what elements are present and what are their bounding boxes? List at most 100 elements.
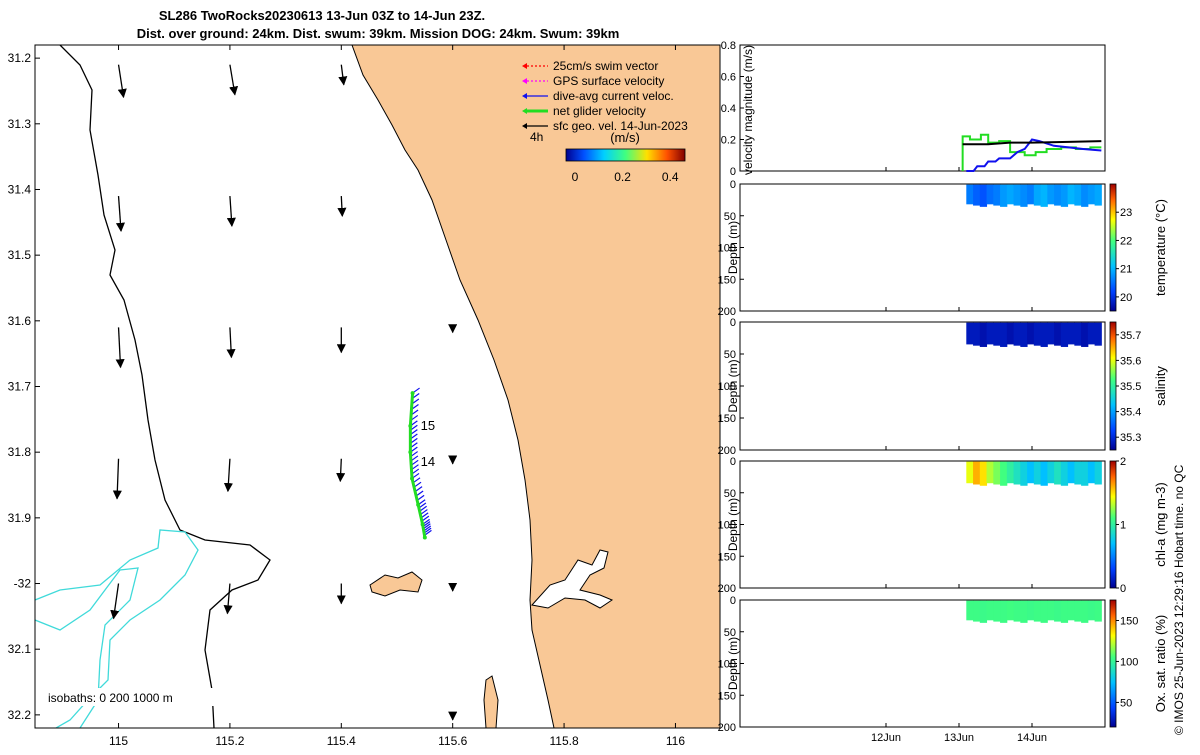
temperature-panel: 0 50 100 150 200 Depth (m) 20 21 22 23 temperature… [718, 179, 1168, 318]
temperature-colorbar [1109, 183, 1117, 312]
map-y-tick-label: 32.1 [8, 642, 32, 656]
chlorophyll-frame [739, 460, 1106, 589]
oxygen-saturation-profile-cell [1094, 600, 1102, 622]
velocity-y-tick-label: 0.2 [721, 135, 736, 147]
velocity-panel: 0 0.2 0.4 0.6 0.8 velocity magnitude (m/s) [721, 40, 1106, 178]
salinity-y-tick-label: 50 [724, 349, 736, 361]
chlorophyll-profile-cell [1067, 461, 1075, 484]
oxygen-saturation-profile-cell [1040, 600, 1048, 623]
chart-title-line2: Dist. over ground: 24km. Dist. swum: 39k… [137, 26, 620, 41]
chlorophyll-y-tick-label: 50 [724, 488, 736, 500]
oxygen-saturation-profile-cell [979, 600, 988, 623]
oxygen-saturation-profile-cell [1054, 600, 1062, 622]
temperature-colorbar-tick-label: 20 [1120, 292, 1132, 304]
chlorophyll-profile-cell [993, 461, 1001, 485]
time-x-tick-label: 13Jun [944, 732, 974, 744]
oxygen-saturation-profile-cell [1033, 600, 1042, 622]
salinity-profile-cell [1006, 322, 1015, 345]
oxygen-saturation-profile-cell [966, 600, 974, 621]
legend-arrowhead [522, 123, 527, 129]
salinity-profile-cell [1054, 322, 1062, 346]
track-point [410, 476, 415, 481]
coastline-west [59, 45, 271, 728]
temperature-profile-cell [1060, 184, 1069, 207]
salinity-profile-cell [1081, 322, 1089, 347]
chlorophyll-profile-cell [1013, 461, 1021, 485]
oxygen-saturation-profile-cell [1020, 600, 1028, 623]
chlorophyll-profile-cell [1047, 461, 1055, 484]
oxygen-saturation-y-tick-label: 50 [724, 627, 736, 639]
legend-colorbar-tick: 0.4 [662, 170, 679, 184]
legend-item-label: sfc geo. vel. 14-Jun-2023 [553, 119, 688, 133]
salinity-y-tick-label: 100 [718, 381, 736, 393]
chlorophyll-profile-cell [1054, 461, 1062, 485]
map-x-tick-label: 115.2 [215, 734, 244, 748]
isobath-1000m [35, 567, 139, 728]
velocity-frame [739, 44, 1106, 172]
temperature-profile-cell [1054, 184, 1062, 206]
salinity-profile-cell [993, 322, 1001, 346]
chlorophyll-profile-cell [1027, 461, 1035, 484]
map-y-tick-label: 31.6 [8, 314, 32, 328]
chlorophyll-colorbar-tick-label: 0 [1120, 583, 1126, 595]
chlorophyll-profile-cell [1040, 461, 1048, 486]
temperature-colorbar-tick-label: 22 [1120, 235, 1132, 247]
map-y-tick-label: 31.7 [8, 380, 32, 394]
legend-item-label: net glider velocity [553, 104, 646, 118]
geostrophic-vector [229, 64, 239, 96]
map-x-tick-label: 116 [666, 734, 685, 748]
temperature-profile-cell [1013, 184, 1021, 206]
temperature-profile-cell [1087, 184, 1096, 205]
oxygen-saturation-profile-cell [1060, 600, 1069, 623]
legend-arrowhead [522, 63, 527, 69]
salinity-y-tick-label: 0 [730, 317, 736, 329]
salinity-profile-cell [1020, 322, 1028, 347]
salinity-colorbar [1109, 321, 1117, 451]
legend-colorbar [565, 148, 686, 162]
salinity-profile-cell [1033, 322, 1042, 346]
chlorophyll-y-tick-label: 100 [718, 520, 736, 532]
salinity-colorbar-tick-label: 35.6 [1120, 355, 1141, 367]
salinity-y-tick-label: 150 [718, 413, 736, 425]
oxygen-saturation-colorbar-tick-label: 100 [1120, 656, 1138, 668]
oxygen-saturation-profile-cell [1000, 600, 1008, 623]
temperature-profile-cell [1047, 184, 1055, 205]
temperature-y-tick-label: 50 [724, 211, 736, 223]
island-garden [483, 675, 499, 728]
chlorophyll-y-tick-label: 0 [730, 456, 736, 468]
map-x-ticks: 115 115.2 115.4 115.6 115.8 116 [109, 45, 685, 748]
geostrophic-vector [115, 196, 125, 232]
legend-item-label: GPS surface velocity [553, 74, 664, 88]
velocity-y-tick-label: 0 [730, 166, 736, 178]
chlorophyll-y-label: Depth (m) [726, 498, 740, 551]
temperature-y-tick-label: 200 [718, 306, 736, 318]
track-point [420, 522, 425, 527]
oxygen-saturation-profile-cell [1087, 600, 1096, 621]
oxygen-saturation-profile-cell [1006, 600, 1015, 621]
oxygen-saturation-profile-cell [1027, 600, 1035, 621]
isobaths-label: isobaths: 0 200 1000 m [48, 691, 173, 705]
map-x-tick-label: 115.8 [549, 734, 578, 748]
salinity-y-label: Depth (m) [726, 359, 740, 412]
track-point [422, 535, 427, 540]
chlorophyll-profile-cell [1081, 461, 1089, 486]
time-series-panels: 0 0.2 0.4 0.6 0.8 velocity magnitude (m/s) 0 50… [718, 40, 1168, 744]
salinity-profile-cell [1094, 322, 1102, 346]
chlorophyll-profile-cell [979, 461, 988, 486]
chlorophyll-profile-cell [1060, 461, 1069, 486]
legend-item-label: 25cm/s swim vector [553, 59, 658, 73]
land-mass [351, 45, 720, 728]
oxygen-saturation-colorbar [1109, 599, 1117, 728]
chlorophyll-profile-cell [1020, 461, 1028, 486]
temperature-profile-cell [1067, 184, 1075, 205]
chlorophyll-profile-cell [966, 461, 974, 484]
temperature-profile-cell [1020, 184, 1028, 207]
chlorophyll-profile-cell [1000, 461, 1008, 486]
salinity-colorbar-tick-label: 35.3 [1120, 432, 1141, 444]
chlorophyll-colorbar-tick-label: 1 [1120, 520, 1126, 532]
temperature-colorbar-tick-label: 23 [1120, 207, 1132, 219]
chart-title-line1: SL286 TwoRocks20230613 13-Jun 03Z to 14-… [159, 8, 485, 23]
temperature-profile-cell [1000, 184, 1008, 207]
temperature-colorbar-label: temperature (°C) [1153, 199, 1168, 296]
geostrophic-vector [223, 583, 233, 615]
